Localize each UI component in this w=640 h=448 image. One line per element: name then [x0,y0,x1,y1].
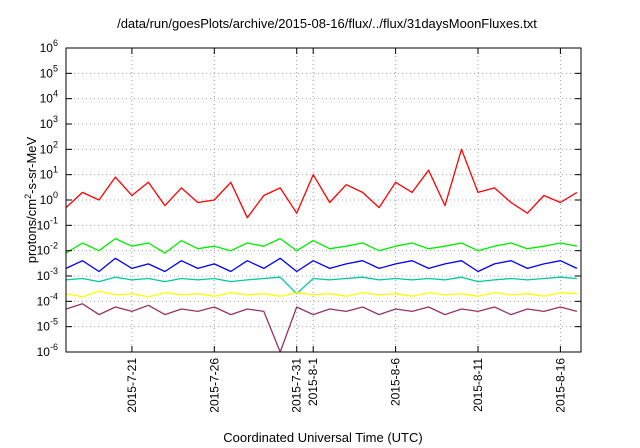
x-tick-label: 2015-8-16 [553,358,567,413]
y-tick-label: 10-6 [37,342,58,359]
series-line [65,148,578,219]
y-tick-label: 104 [40,89,58,106]
chart-title: /data/run/goesPlots/archive/2015-08-16/f… [117,16,537,31]
y-tick-label: 106 [40,38,58,55]
series-line [65,290,577,298]
series-line [65,237,578,254]
x-tick-labels: 2015-7-21 2015-7-26 2015-7-31 2015-8-1 2015-… [125,358,567,413]
y-tick-label: 102 [40,139,58,156]
grid-lines [66,48,581,352]
y-tick-label: 10-5 [37,317,58,334]
y-tick-labels: 106 105 104 103 102 101 100 10-1 10-2 10-3 10-4 10-… [37,38,58,359]
x-tick-label: 2015-7-26 [207,358,221,413]
plot-frame [65,47,582,353]
y-tick-label: 103 [40,114,58,131]
y-tick-label: 10-3 [37,266,58,283]
series-line [65,303,578,353]
y-tick-label: 101 [40,165,58,182]
y-axis-label: protons/cm2-s-sr-MeV [23,136,39,263]
series-line [65,276,577,295]
series-group [65,148,578,353]
y-tick-label: 10-2 [37,241,58,258]
y-tick-label: 105 [40,63,58,80]
x-axis-label: Coordinated Universal Time (UTC) [223,430,422,445]
x-tick-label: 2015-8-1 [306,358,320,406]
x-tick-label: 2015-8-11 [471,358,485,412]
axis-ticks [66,47,581,353]
y-tick-label: 100 [40,190,58,207]
x-tick-label: 2015-8-6 [389,358,403,406]
x-tick-label: 2015-7-21 [125,358,139,413]
series-line [65,257,578,273]
x-tick-label: 2015-7-31 [290,358,304,413]
y-tick-label: 10-1 [37,215,58,232]
y-tick-label: 10-4 [37,291,58,308]
